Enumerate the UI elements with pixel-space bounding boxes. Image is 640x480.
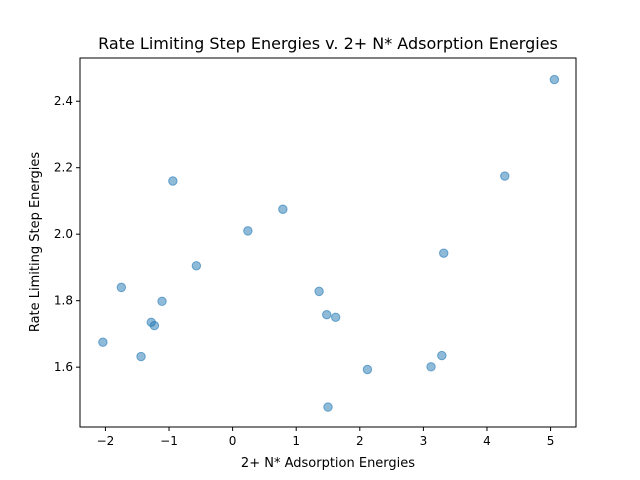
data-point-13 [330, 312, 341, 322]
data-points [98, 74, 560, 412]
data-point-2 [116, 282, 127, 293]
data-point-17 [437, 350, 447, 361]
data-point-11 [314, 286, 324, 297]
data-point-18 [439, 248, 449, 258]
x-tick-label: 1 [292, 434, 300, 448]
x-tick-label: 2 [356, 434, 364, 448]
data-point-7 [168, 176, 178, 186]
x-tick-label: −2 [97, 434, 115, 448]
plot-frame [79, 57, 577, 428]
x-tick-label: 3 [420, 434, 428, 448]
y-axis-label: Rate Limiting Step Energies [28, 152, 43, 333]
data-point-3 [136, 351, 146, 362]
data-point-14 [323, 402, 333, 412]
data-point-15 [362, 364, 373, 375]
data-point-12 [322, 309, 332, 320]
data-point-9 [243, 226, 253, 236]
y-tick-label: 2.2 [54, 161, 73, 175]
data-point-6 [157, 296, 167, 307]
y-tick-label: 1.8 [54, 294, 73, 308]
data-point-8 [191, 261, 202, 271]
x-tick-label: 0 [229, 434, 237, 448]
data-point-16 [426, 362, 436, 372]
data-point-5 [149, 320, 160, 331]
y-tick-label: 1.6 [54, 360, 73, 374]
chart-title: Rate Limiting Step Energies v. 2+ N* Ads… [98, 34, 558, 53]
data-point-19 [500, 171, 510, 181]
data-point-20 [549, 74, 560, 85]
y-tick-label: 2.4 [54, 94, 73, 108]
data-point-10 [278, 204, 288, 214]
x-tick-label: 4 [483, 434, 491, 448]
data-point-1 [98, 337, 108, 347]
y-axis-ticks: 1.6 1.8 2.0 2.2 2.4 [54, 94, 80, 374]
x-axis-ticks: −2 −1 0 1 2 3 4 5 [97, 427, 555, 448]
x-tick-label: 5 [547, 434, 555, 448]
x-tick-label: −1 [160, 434, 178, 448]
x-axis-label: 2+ N* Adsorption Energies [241, 456, 415, 471]
y-tick-label: 2.0 [54, 227, 73, 241]
